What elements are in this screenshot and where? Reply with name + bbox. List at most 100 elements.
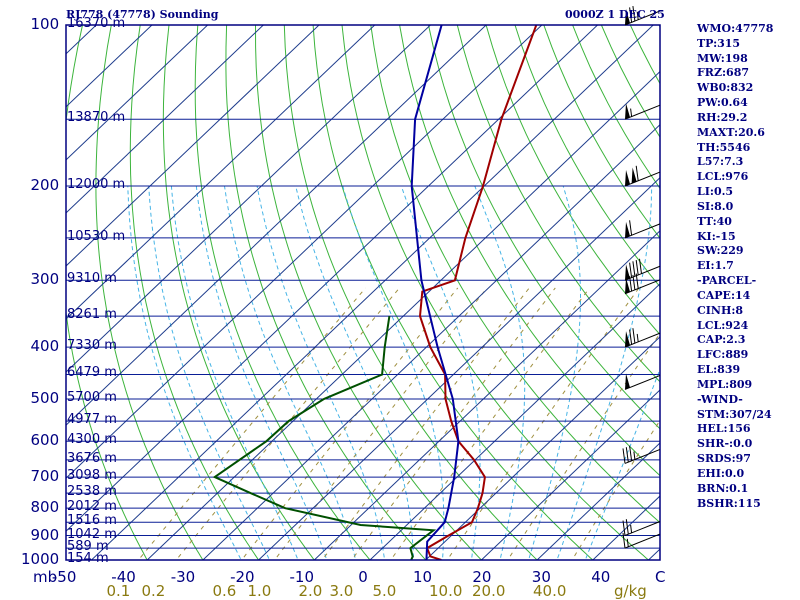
pressure-label: 900 bbox=[30, 525, 60, 544]
pressure-label: 1000 bbox=[21, 550, 60, 568]
pressure-label: 300 bbox=[30, 270, 60, 289]
isotherm bbox=[66, 25, 432, 373]
mixing-ratio-line bbox=[571, 419, 660, 560]
isotherm bbox=[66, 25, 599, 532]
height-label: 1516 m bbox=[67, 513, 117, 529]
temperature-label: -20 bbox=[230, 568, 255, 586]
temperature-label: 0 bbox=[358, 568, 368, 586]
isotherm bbox=[66, 25, 153, 108]
isotherms bbox=[66, 25, 660, 560]
mixing-ratio-label: 10.0 bbox=[429, 582, 463, 600]
sounding-time: 0000Z 1 DEC 25 bbox=[565, 8, 665, 21]
mixing-ratio-line bbox=[241, 287, 459, 560]
isotherm bbox=[424, 336, 660, 560]
stat-row: WB0:832 bbox=[697, 81, 754, 95]
wind-barb bbox=[624, 103, 661, 120]
height-label: 2012 m bbox=[67, 499, 117, 515]
stat-row: LCL:924 bbox=[697, 318, 749, 332]
temperature-label: C bbox=[655, 568, 666, 586]
x-unit-label: mb bbox=[33, 568, 58, 586]
pressure-label: 600 bbox=[30, 431, 60, 450]
mixing-ratio-label: 0.2 bbox=[141, 582, 166, 600]
moist-adiabat bbox=[528, 185, 581, 560]
isotherm bbox=[66, 25, 320, 267]
mixing-ratio-line bbox=[507, 332, 660, 560]
stat-row: BSHR:115 bbox=[697, 496, 761, 510]
wind-barb bbox=[622, 445, 661, 464]
stat-row: LFC:889 bbox=[697, 348, 749, 362]
wind-barbs bbox=[622, 6, 661, 549]
height-label: 2538 m bbox=[67, 484, 117, 500]
dry-adiabat bbox=[254, 25, 483, 560]
plot-area bbox=[66, 25, 660, 560]
isotherm bbox=[536, 442, 660, 560]
temperature-label: -30 bbox=[170, 568, 196, 586]
stat-row: STM:307/24 bbox=[697, 407, 772, 421]
isotherm bbox=[66, 25, 487, 426]
isotherm bbox=[480, 389, 660, 560]
moist-adiabat bbox=[556, 186, 653, 560]
isotherm bbox=[66, 25, 543, 479]
stat-row: FRZ:687 bbox=[697, 66, 750, 80]
station-title: RJ778 (47778) Sounding bbox=[66, 8, 219, 21]
height-label: 5700 m bbox=[67, 389, 117, 405]
stat-row: RH:29.2 bbox=[697, 110, 748, 124]
mixing-ratio-label: 3.0 bbox=[329, 582, 354, 600]
stat-row: KI:-15 bbox=[697, 229, 736, 243]
height-label: 12000 m bbox=[67, 177, 126, 193]
moist-adiabat bbox=[127, 186, 242, 560]
height-label: 1042 m bbox=[67, 526, 117, 542]
height-label: 154 m bbox=[67, 551, 109, 566]
isotherm bbox=[257, 177, 660, 560]
height-label: 10530 m bbox=[67, 228, 126, 244]
height-label: 13870 m bbox=[67, 110, 126, 126]
height-label: 16370 m bbox=[67, 16, 126, 31]
wind-barb bbox=[622, 533, 661, 549]
mixing-ratio-label: 1.0 bbox=[247, 582, 272, 600]
isotherm bbox=[66, 25, 265, 214]
wind-barb bbox=[624, 328, 661, 348]
mixing-ratio-lines bbox=[137, 287, 660, 560]
isotherm bbox=[313, 230, 660, 560]
stat-row: PW:0.64 bbox=[697, 96, 748, 110]
stat-row: TT:40 bbox=[697, 214, 732, 228]
wind-barb bbox=[624, 258, 661, 281]
profiles bbox=[212, 25, 538, 560]
stat-row: SW:229 bbox=[697, 244, 744, 258]
stat-row: MAXT:20.6 bbox=[697, 125, 765, 139]
stat-row: BRN:0.1 bbox=[697, 481, 749, 495]
temperature-label: 30 bbox=[531, 568, 551, 586]
profile-temperature bbox=[418, 25, 538, 560]
mixing-ratio-line bbox=[321, 287, 530, 560]
mixing-ratio-line bbox=[351, 287, 556, 560]
stat-row: MW:198 bbox=[697, 51, 748, 65]
stat-row: TH:5546 bbox=[697, 140, 751, 154]
moist-adiabat bbox=[474, 185, 526, 560]
height-label: 8261 m bbox=[67, 307, 117, 323]
dry-adiabat bbox=[194, 25, 371, 560]
temperature-label: 20 bbox=[472, 568, 492, 586]
pressure-label: 800 bbox=[30, 498, 60, 517]
dry-adiabat bbox=[312, 25, 594, 560]
wind-barb bbox=[624, 373, 661, 390]
moist-adiabat bbox=[170, 186, 299, 560]
temperature-label: -50 bbox=[51, 568, 77, 586]
pressure-label: 400 bbox=[30, 337, 60, 356]
stat-row: MPL:809 bbox=[697, 377, 753, 391]
moist-adiabat bbox=[256, 186, 386, 560]
height-label: 3676 m bbox=[67, 450, 117, 466]
dry-adiabats bbox=[66, 25, 660, 560]
mixing-ratio-label: 0.1 bbox=[106, 582, 131, 600]
stat-row: CAPE:14 bbox=[697, 288, 751, 302]
isobars bbox=[66, 25, 660, 560]
pressure-label: 500 bbox=[30, 388, 60, 407]
stat-row: -PARCEL- bbox=[697, 274, 757, 288]
temperature-label: 10 bbox=[413, 568, 433, 586]
mixing-ratio-label: 0.6 bbox=[212, 582, 237, 600]
mixing-ratio-line bbox=[175, 287, 400, 560]
temperature-label: 40 bbox=[591, 568, 611, 586]
stat-row: L57:7.3 bbox=[697, 155, 744, 169]
stat-row: EI:1.7 bbox=[697, 259, 734, 273]
mixing-ratio-label: 20.0 bbox=[472, 582, 506, 600]
mixing-ratio-line bbox=[446, 287, 640, 560]
